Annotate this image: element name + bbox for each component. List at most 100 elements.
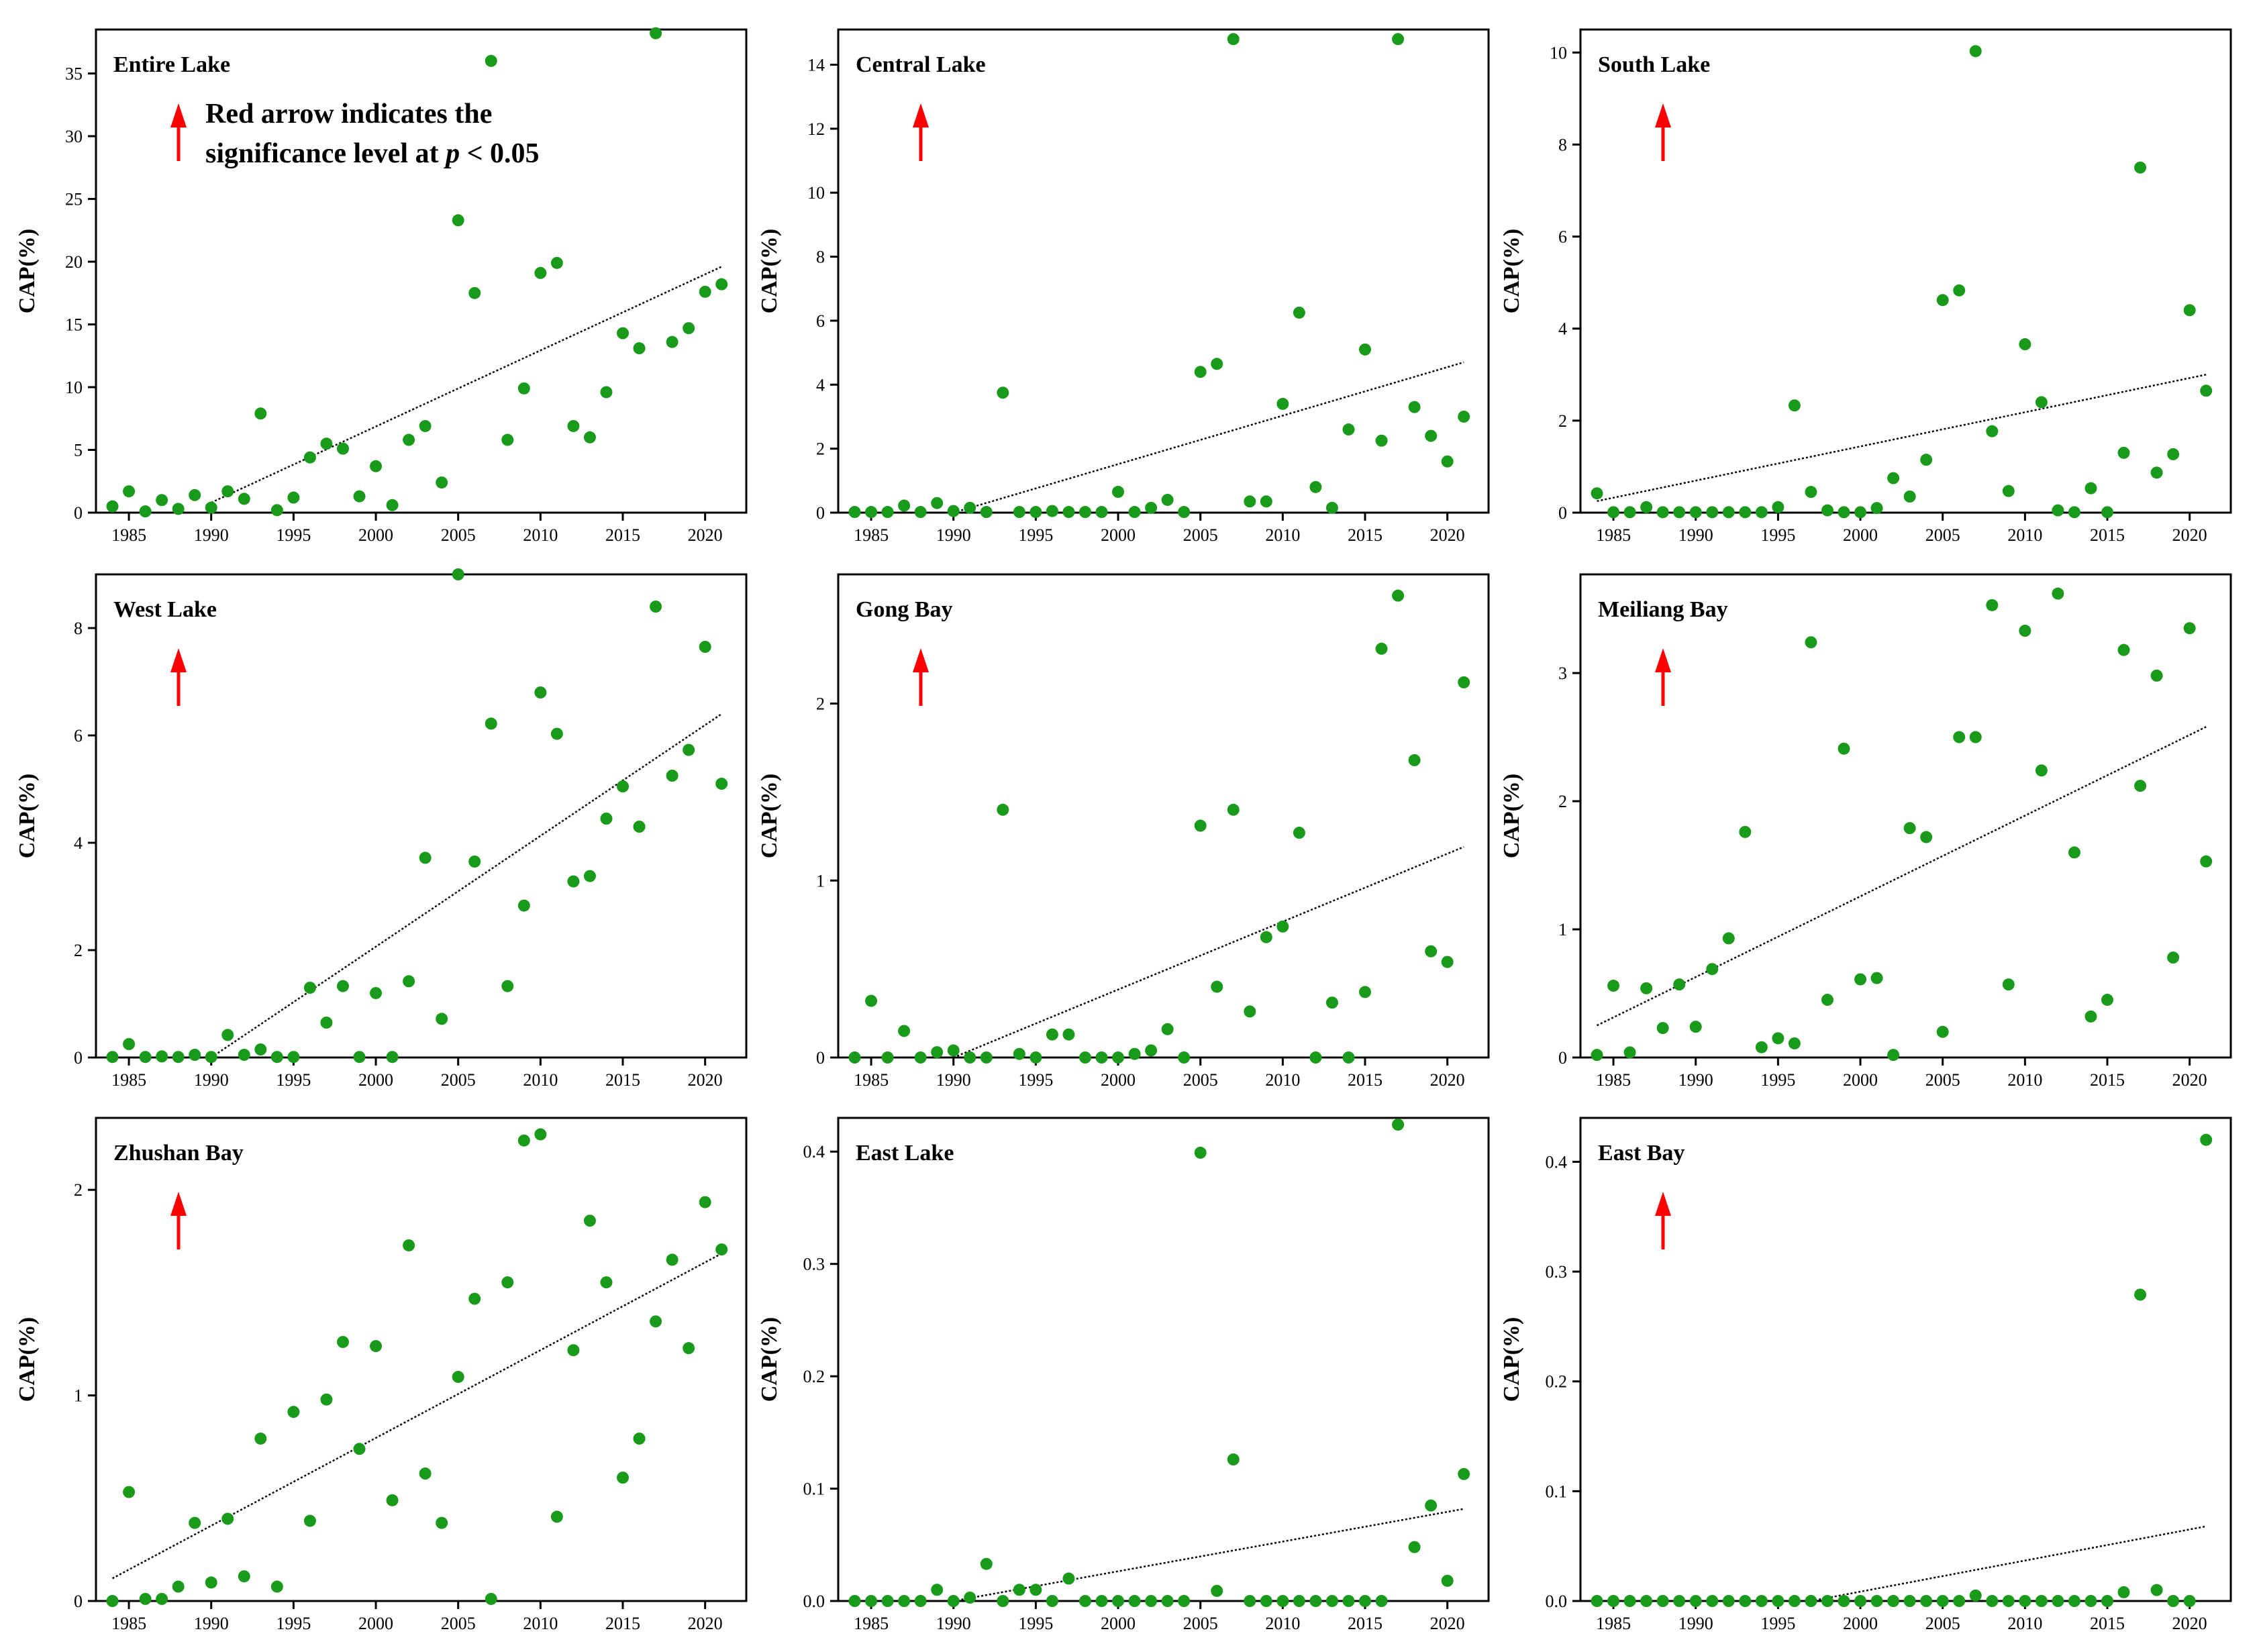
- data-point: [2117, 643, 2130, 656]
- panel-zhushan-bay: 0 1 2 1985 1990 1995 2000 2005 2010 2015 2020 CAP(%…: [15, 1117, 748, 1633]
- y-tick-label: 1: [816, 871, 825, 890]
- data-point: [1375, 1595, 1388, 1607]
- data-point: [1706, 506, 1719, 519]
- data-point: [2150, 669, 2163, 682]
- x-tick-label: 1995: [1760, 1614, 1795, 1633]
- trend-line: [1597, 374, 2207, 503]
- data-point: [287, 491, 300, 504]
- y-tick-label: 12: [807, 119, 825, 139]
- data-point: [139, 1592, 152, 1605]
- data-point: [1095, 506, 1108, 519]
- data-point: [1838, 506, 1850, 519]
- y-tick-label: 10: [1550, 43, 1567, 62]
- data-point: [2035, 764, 2048, 777]
- y-tick-label: 6: [1558, 227, 1567, 247]
- data-point: [270, 1051, 283, 1064]
- data-point: [2117, 446, 2130, 459]
- y-tick-label: 2: [816, 694, 825, 714]
- x-tick-label: 1990: [194, 1070, 229, 1090]
- data-point: [485, 1592, 497, 1605]
- plot-frame: [1579, 573, 2232, 1059]
- data-point: [2052, 587, 2064, 600]
- data-point: [1656, 1022, 1669, 1035]
- annotation-line-2: significance level at p < 0.05: [205, 138, 540, 169]
- data-point: [881, 1595, 894, 1607]
- data-point: [1046, 1028, 1058, 1041]
- data-point: [1325, 501, 1338, 514]
- trend-line: [1596, 726, 2207, 1027]
- data-point: [386, 1494, 399, 1506]
- data-point: [336, 980, 349, 992]
- trend-line: [953, 1508, 1464, 1602]
- data-point: [353, 1051, 366, 1064]
- data-point: [1903, 1595, 1916, 1607]
- data-point: [419, 419, 432, 432]
- data-point: [1607, 506, 1620, 519]
- data-point: [403, 1239, 415, 1251]
- data-point: [1722, 506, 1735, 519]
- data-point: [1458, 1467, 1470, 1480]
- data-point: [617, 780, 630, 792]
- x-tick-label: 2005: [1925, 1070, 1960, 1090]
- y-tick-label: 1: [74, 1386, 83, 1406]
- data-point: [1128, 1595, 1141, 1607]
- data-point: [1309, 480, 1322, 493]
- data-point: [1854, 1595, 1867, 1607]
- data-point: [865, 1595, 878, 1607]
- plot-frame: [95, 573, 748, 1059]
- data-point: [1408, 754, 1421, 766]
- data-point: [980, 506, 993, 519]
- x-tick-label: 1985: [1596, 525, 1631, 545]
- x-tick-label: 1985: [111, 1614, 146, 1633]
- data-point: [468, 856, 481, 868]
- x-tick-label: 2010: [2007, 1614, 2042, 1633]
- data-point: [2002, 1595, 2015, 1607]
- plot-frame: [1579, 1117, 2232, 1602]
- data-point: [1112, 1051, 1125, 1064]
- trend-line: [211, 713, 722, 1059]
- panel-central-lake: 0 2 4 6 8 10 12 14 1985 1990 1995 2000 2005 2010 2015 2…: [757, 28, 1490, 545]
- y-tick-label: 8: [816, 248, 825, 267]
- data-point: [1095, 1051, 1108, 1064]
- data-point: [1260, 931, 1272, 943]
- data-point: [633, 342, 646, 355]
- data-point: [254, 1043, 267, 1055]
- data-point: [650, 27, 662, 40]
- data-point: [1408, 401, 1421, 413]
- x-tick-label: 1995: [1018, 1614, 1053, 1633]
- data-point: [1936, 1595, 1949, 1607]
- data-point: [1441, 1574, 1454, 1587]
- y-tick-label: 0: [1558, 503, 1567, 523]
- data-point: [370, 460, 383, 472]
- y-tick-label: 0.0: [1546, 1592, 1568, 1611]
- data-point: [353, 1443, 366, 1455]
- y-tick-label: 0: [74, 503, 83, 523]
- data-point: [1359, 343, 1372, 356]
- data-point: [1722, 932, 1735, 945]
- data-point: [1359, 1595, 1372, 1607]
- data-point: [238, 1049, 250, 1061]
- data-point: [1194, 1146, 1207, 1159]
- data-point: [1046, 505, 1058, 517]
- data-point: [1591, 1595, 1603, 1607]
- data-point: [2167, 448, 2180, 460]
- data-point: [600, 386, 613, 399]
- data-point: [666, 1253, 679, 1266]
- data-point: [1689, 506, 1702, 519]
- data-point: [254, 1432, 267, 1445]
- x-tick-label: 2010: [523, 525, 558, 545]
- y-tick-label: 2: [816, 440, 825, 459]
- plot-frame: [95, 28, 748, 514]
- x-tick-label: 2010: [1265, 525, 1300, 545]
- data-point: [550, 1510, 563, 1523]
- x-tick-label: 1990: [936, 1070, 971, 1090]
- x-tick-label: 1995: [1018, 525, 1053, 545]
- data-point: [1078, 506, 1091, 519]
- data-point: [320, 437, 333, 450]
- data-point: [633, 821, 646, 833]
- data-point: [419, 1467, 432, 1480]
- data-point: [1013, 1584, 1025, 1596]
- data-point: [2134, 161, 2147, 174]
- data-point: [501, 1276, 514, 1289]
